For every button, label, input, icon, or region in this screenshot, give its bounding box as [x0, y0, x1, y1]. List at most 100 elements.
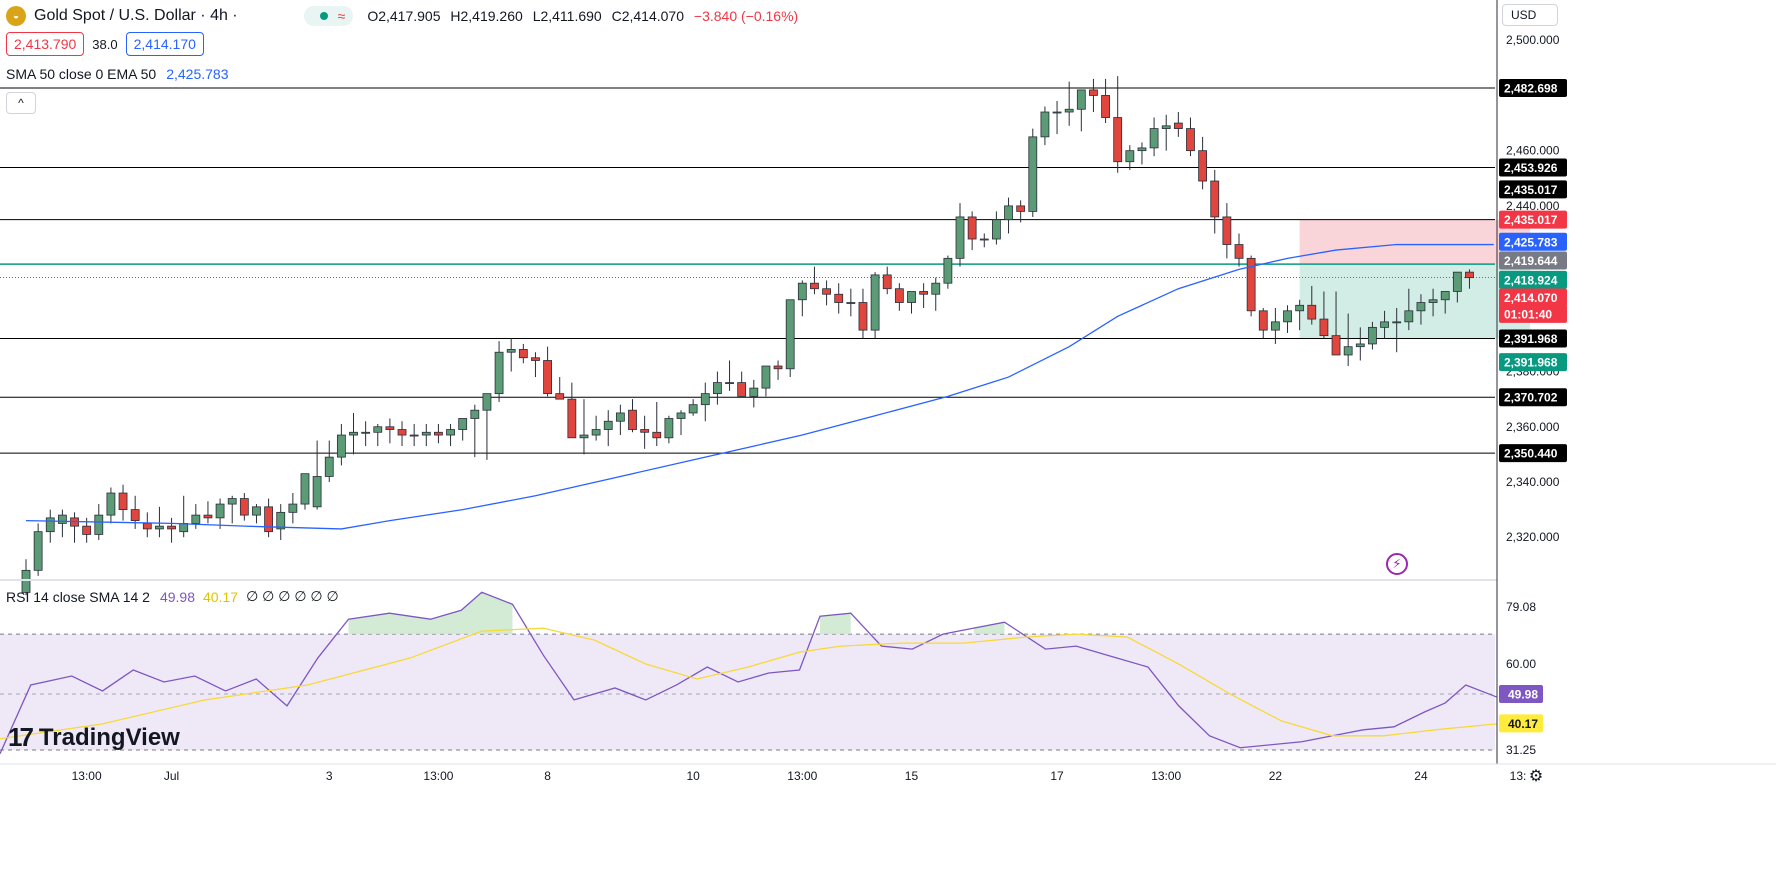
candle-body	[919, 291, 929, 295]
price-tag-label: 2,370.702	[1504, 391, 1558, 405]
candle-body	[664, 418, 674, 439]
indicator-legend[interactable]: SMA 50 close 0 EMA 50 2,425.783	[6, 66, 229, 82]
candle-body	[1258, 310, 1268, 331]
candle-body	[1331, 335, 1341, 356]
time-axis-label: 15	[905, 769, 919, 783]
candle-body	[57, 514, 67, 524]
candle-body	[252, 506, 261, 516]
candle-body	[882, 274, 892, 290]
price-tag-label: 2,435.017	[1504, 183, 1558, 197]
candle-body	[810, 282, 819, 290]
lightning-alert-icon[interactable]: ⚡	[1386, 553, 1408, 575]
rsi-overbought-fill	[973, 622, 1005, 635]
candle-body	[1198, 150, 1208, 182]
candle-body	[155, 525, 164, 530]
candle-body	[506, 349, 516, 353]
sell-button[interactable]: 2,413.790	[6, 32, 85, 56]
candle-body	[1173, 122, 1183, 129]
rsi-value-tag-label: 49.98	[1508, 688, 1538, 702]
candle-body	[203, 514, 213, 519]
candle-body	[943, 257, 953, 284]
candle-body	[191, 514, 201, 524]
candle-body	[870, 274, 880, 331]
change-value: −3.840 (−0.16%)	[693, 8, 799, 24]
candle-body	[749, 387, 759, 397]
tradingview-mark-icon: 17	[8, 722, 34, 752]
price-tick-label: 2,360.000	[1506, 420, 1560, 434]
price-tag-label: 2,482.698	[1504, 82, 1558, 96]
candle-body	[688, 404, 698, 414]
candle-body	[1004, 205, 1013, 221]
rsi-overbought-fill	[348, 592, 513, 635]
price-tag-label: 2,391.968	[1504, 356, 1558, 370]
candle-body	[773, 365, 783, 370]
candle-body	[567, 398, 577, 439]
rsi-tick-label: 79.08	[1506, 600, 1536, 614]
candle-body	[324, 456, 334, 477]
candle-body	[142, 522, 152, 530]
candle-body	[846, 302, 856, 304]
price-tag-label: 2,419.644	[1504, 254, 1558, 268]
candle-body	[967, 216, 977, 240]
rsi-band	[0, 634, 1495, 750]
candle-body	[239, 498, 249, 516]
chevron-up-icon[interactable]: ^	[6, 92, 36, 114]
price-tag	[1499, 180, 1567, 199]
candle-body	[1028, 136, 1038, 212]
price-tag	[1499, 270, 1567, 289]
rsi-legend[interactable]: RSI 14 close SMA 14 2 49.98 40.17 ∅ ∅ ∅ …	[6, 588, 339, 605]
price-tag-label: 2,414.070	[1504, 291, 1558, 305]
rsi-value-tag-label: 40.17	[1508, 717, 1538, 731]
price-tag	[1499, 353, 1567, 372]
candle-body	[785, 299, 795, 370]
buy-button[interactable]: 2,414.170	[125, 32, 204, 56]
candle-body	[1428, 299, 1438, 303]
symbol-title[interactable]: Gold Spot / U.S. Dollar · 4h ·	[34, 7, 238, 24]
candle-body	[45, 517, 55, 533]
candle-body	[1440, 291, 1450, 301]
low-value: L2,411.690	[532, 8, 602, 24]
market-status-pill[interactable]: ≈	[303, 6, 354, 26]
currency-selector[interactable]: USD	[1502, 4, 1558, 26]
candle-body	[531, 357, 540, 361]
candle-body	[106, 492, 116, 516]
candle-body	[1210, 180, 1220, 218]
candle-body	[1452, 271, 1462, 292]
candle-body	[288, 503, 298, 513]
candle-body	[737, 382, 747, 397]
candle-body	[700, 393, 710, 406]
time-axis-label: Jul	[164, 769, 179, 783]
time-axis-label: 13:00	[72, 769, 102, 783]
candle-body	[458, 418, 468, 430]
candle-body	[640, 429, 650, 433]
candle-body	[894, 288, 904, 303]
candle-body	[761, 365, 771, 389]
candle-body	[1076, 89, 1086, 110]
rsi-sma-value: 40.17	[203, 588, 239, 605]
candle-body	[907, 291, 916, 303]
time-axis-label: 13:00	[1151, 769, 1181, 783]
rsi-value-tag	[1499, 714, 1543, 733]
candle-body	[1416, 302, 1426, 312]
time-axis-label: 13:	[1510, 769, 1527, 783]
candle-body	[373, 426, 383, 433]
price-tag-label: 2,453.926	[1504, 161, 1558, 175]
time-axis-label: 10	[686, 769, 700, 783]
rsi-label: RSI 14 close SMA 14 2	[6, 588, 150, 605]
candle-body	[628, 409, 637, 430]
candle-body	[1270, 321, 1280, 331]
settings-gear-icon[interactable]: ⚙	[1528, 768, 1544, 785]
price-tag	[1499, 304, 1567, 323]
candle-body	[336, 434, 346, 458]
tradingview-wordmark: TradingView	[38, 723, 180, 751]
symbol-header: ◒ Gold Spot / U.S. Dollar · 4h · ≈ O2,41…	[6, 6, 804, 26]
high-value: H2,419.260	[450, 8, 523, 24]
rsi-sma-line	[0, 627, 1497, 740]
candle-body	[603, 420, 613, 430]
candle-body	[300, 473, 310, 505]
candle-body	[94, 514, 104, 535]
candle-body	[579, 434, 589, 439]
tradingview-logo[interactable]: 17 TradingView	[8, 722, 180, 753]
candle-body	[409, 434, 419, 437]
